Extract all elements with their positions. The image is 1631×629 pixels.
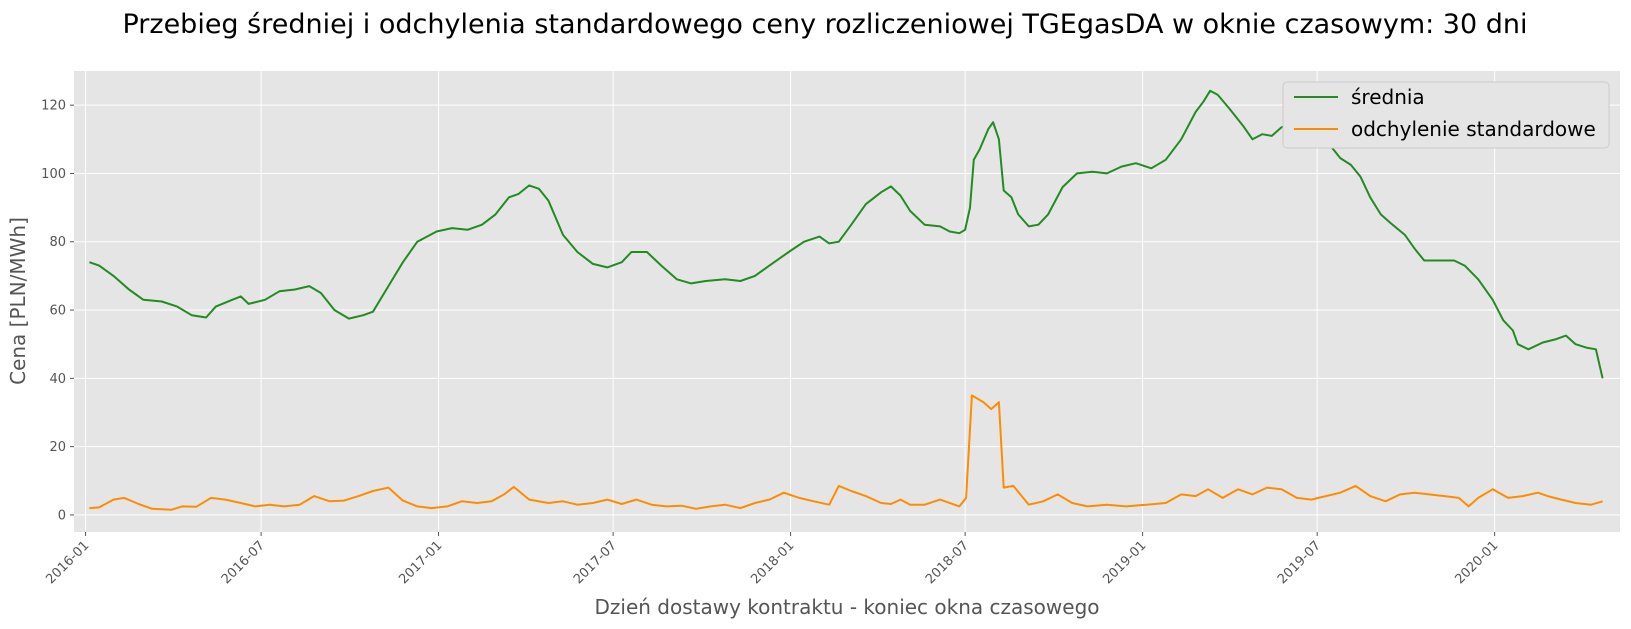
x-tick-label: 2020-01 [1452,538,1501,587]
y-tick-label: 100 [41,167,66,182]
y-tick-label: 20 [49,440,66,455]
x-axis-title: Dzień dostawy kontraktu - koniec okna cz… [594,595,1099,619]
x-tick-label: 2017-01 [396,538,445,587]
series-line-std [89,394,1603,511]
y-axis-title: Cena [PLN/MWh] [6,217,30,385]
chart-title: Przebieg średniej i odchylenia standardo… [122,9,1527,40]
x-tick-label: 2016-01 [43,538,92,587]
y-tick-label: 60 [49,304,66,319]
series-layer [89,89,1604,511]
x-tick-label: 2019-07 [1275,538,1324,587]
legend: średnia odchylenie standardowe [1282,81,1610,149]
y-tick-label: 40 [49,372,66,387]
x-tick-label: 2018-01 [748,538,797,587]
series-line-mean [89,89,1604,379]
x-tick-label: 2017-07 [571,538,620,587]
x-tick-label: 2016-07 [219,538,268,587]
legend-label-std: odchylenie standardowe [1351,117,1596,141]
y-tick-label: 80 [49,235,66,250]
y-tick-label: 120 [41,99,66,114]
x-tick-label: 2018-07 [923,538,972,587]
y-tick-label: 0 [58,508,66,523]
grid [74,71,1620,532]
legend-label-mean: średnia [1351,85,1425,109]
legend-box [1282,81,1610,149]
x-tick-label: 2019-01 [1100,538,1149,587]
